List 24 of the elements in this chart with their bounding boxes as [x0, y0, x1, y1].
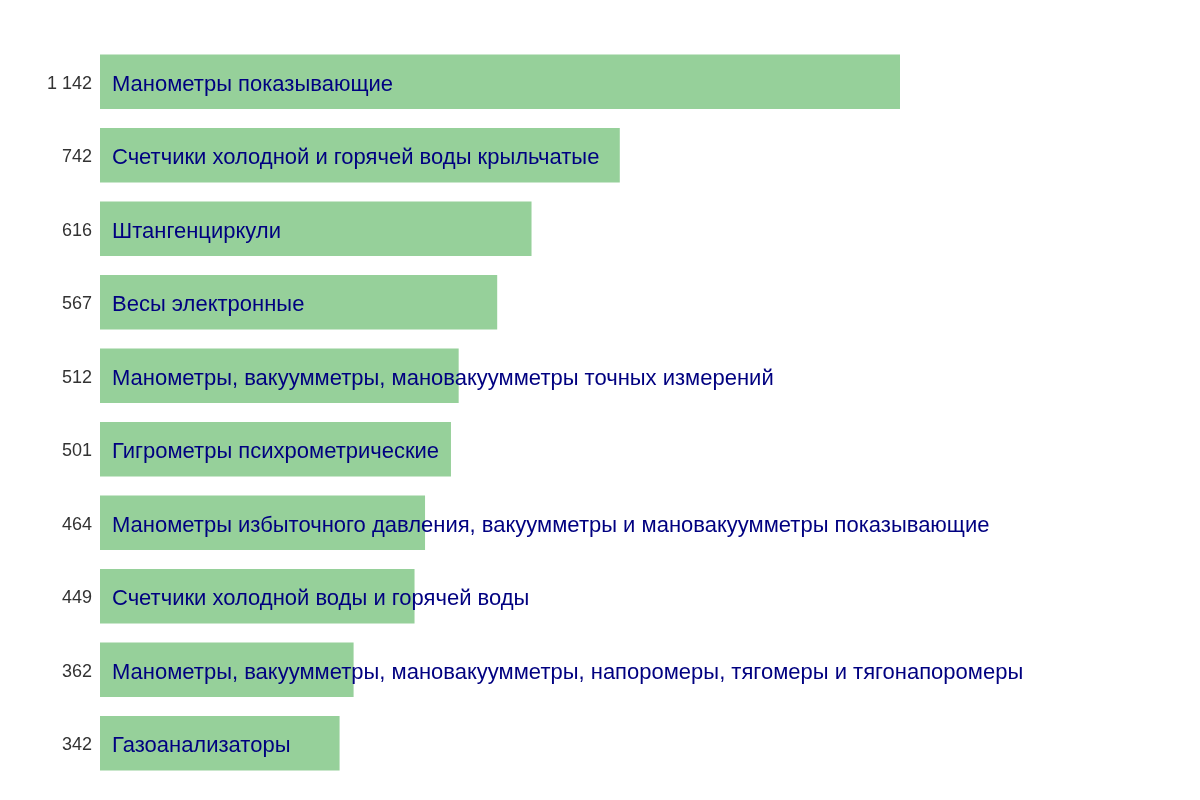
y-tick-label: Счетчики холодной воды и горячей воды — [112, 585, 530, 611]
data-label: 512 — [61, 366, 92, 387]
data-label: 616 — [61, 219, 92, 240]
data-label: 362 — [61, 660, 92, 681]
data-label: 501 — [61, 440, 92, 461]
y-tick-label: Манометры показывающие — [112, 70, 394, 96]
y-tick-label: Счетчики холодной и горячей воды крыльчатые — [112, 144, 600, 170]
y-tick-label: Манометры, вакуумметры, мановакуумметры точных измерений — [112, 364, 774, 390]
y-tick-label: Весы электронные — [112, 291, 305, 317]
bar — [100, 54, 900, 109]
y-tick-label: Манометры избыточного давления, вакуумметры и мановакуумметры показывающие — [112, 511, 990, 537]
data-label: 1 142 — [46, 72, 92, 93]
data-label: 742 — [61, 146, 92, 167]
y-tick-label: Манометры, вакуумметры, мановакуумметры, напоромеры, тягомеры и тягонапоромеры — [112, 658, 1024, 684]
data-label: 464 — [61, 513, 92, 534]
y-tick-label: Штангенциркули — [112, 217, 281, 243]
data-label: 567 — [61, 293, 92, 314]
bar — [100, 275, 498, 330]
y-tick-label: Газоанализаторы — [112, 732, 291, 758]
bar — [100, 201, 532, 256]
data-label: 342 — [61, 734, 92, 755]
y-tick-label: Гигрометры психрометрические — [112, 438, 440, 464]
bar — [100, 716, 340, 771]
data-label: 449 — [61, 587, 92, 608]
